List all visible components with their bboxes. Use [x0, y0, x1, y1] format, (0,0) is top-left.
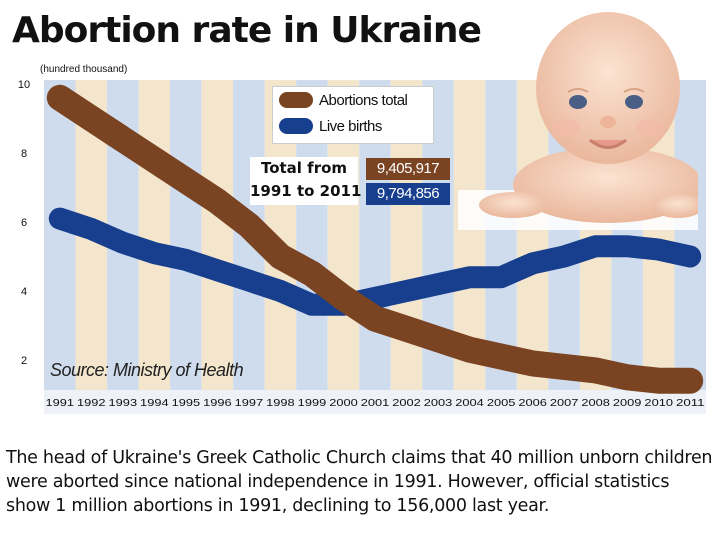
abortions-total-value: 9,405,917: [366, 158, 450, 180]
stripe-2011: [674, 80, 706, 390]
x-tick-label: 2006: [518, 397, 547, 409]
totals-label-line2: 1991 to 2011: [250, 182, 362, 200]
x-tick-label: 1991: [46, 397, 75, 409]
x-tick-label: 2005: [487, 397, 516, 409]
x-tick-label: 2008: [581, 397, 610, 409]
baby-photo-icon: [458, 12, 698, 230]
x-tick-label: 2011: [676, 397, 705, 409]
stripe-1991: [44, 80, 76, 390]
x-tick-label: 2000: [329, 397, 358, 409]
totals-label-line1: Total from: [260, 159, 348, 177]
births-line: [48, 207, 702, 316]
y-axis-label: (hundred thousand): [40, 64, 128, 75]
stripe-1994: [138, 80, 171, 390]
y-tick-label: 6: [21, 217, 27, 229]
x-tick-label: 2001: [361, 397, 390, 409]
x-tick-label: 2003: [424, 397, 453, 409]
y-tick-label: 2: [21, 355, 27, 367]
x-tick-label: 1994: [140, 397, 169, 409]
x-tick-label: 1993: [109, 397, 138, 409]
births-swatch-icon: [279, 118, 313, 134]
x-tick-label: 2010: [644, 397, 673, 409]
legend-label-abortions: Abortions total: [319, 91, 408, 109]
x-tick-label: 1997: [235, 397, 264, 409]
legend: Abortions total Live births: [272, 86, 434, 144]
y-tick-label: 8: [21, 148, 27, 160]
legend-label-births: Live births: [319, 117, 382, 135]
legend-item-abortions: Abortions total: [273, 87, 433, 113]
stripe-2006: [516, 80, 549, 390]
x-tick-label: 2009: [613, 397, 642, 409]
y-tick-label: 10: [18, 79, 30, 91]
stripe-2005: [485, 80, 517, 390]
stripe-1996: [201, 80, 234, 390]
source-note: Source: Ministry of Health: [50, 360, 244, 380]
x-tick-label: 1998: [266, 397, 295, 409]
stripe-1995: [170, 80, 202, 390]
x-tick-label: 1995: [172, 397, 201, 409]
x-tick-label: 1992: [77, 397, 106, 409]
x-axis-ticks: 1991 1992 1993 1994 1995 1996 1997 1998 1999 2000…: [46, 397, 705, 409]
x-tick-label: 2002: [392, 397, 421, 409]
abortions-line: [46, 84, 704, 394]
x-tick-label: 2004: [455, 397, 484, 409]
x-axis-band: [44, 390, 706, 414]
abortions-swatch-icon: [279, 92, 313, 108]
y-tick-label: 4: [21, 286, 27, 298]
totals-label: Total from 1991 to 2011: [250, 157, 362, 205]
caption-text: The head of Ukraine's Greek Catholic Chu…: [6, 448, 713, 516]
series-lines: [46, 84, 704, 394]
x-tick-label: 2007: [550, 397, 579, 409]
x-tick-label: 1996: [203, 397, 232, 409]
births-total-value: 9,794,856: [366, 183, 450, 205]
page-title: Abortion rate in Ukraine: [12, 10, 482, 51]
x-tick-label: 1999: [298, 397, 327, 409]
legend-item-births: Live births: [273, 113, 433, 139]
y-axis-ticks: 2 4 6 8 10: [18, 79, 30, 367]
